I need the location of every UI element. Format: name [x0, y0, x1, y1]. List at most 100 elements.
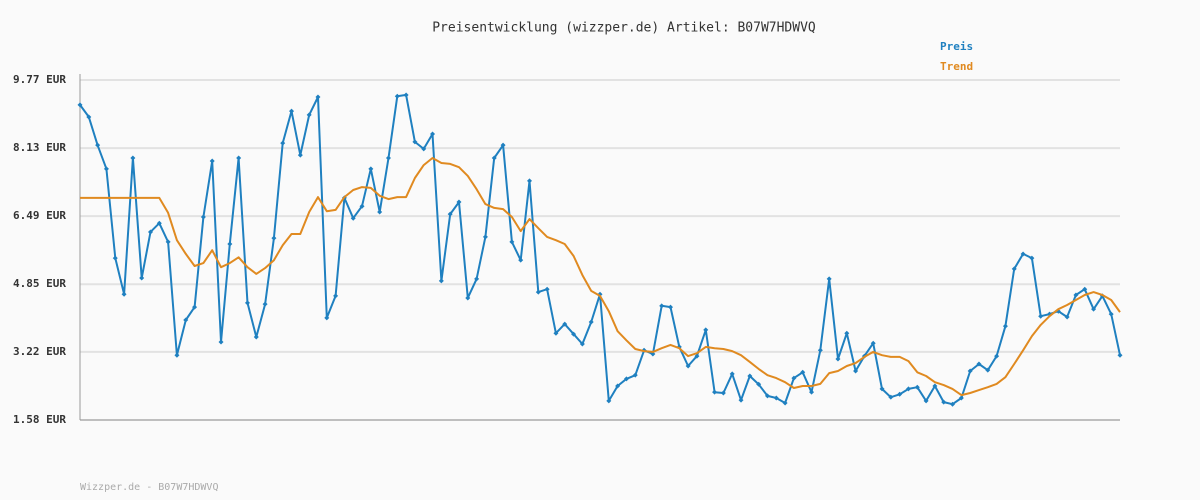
point-marker	[1020, 251, 1026, 257]
point-marker	[324, 315, 330, 321]
legend-label: Trend	[940, 60, 973, 73]
point-marker	[1011, 266, 1017, 272]
point-marker	[588, 319, 594, 325]
point-marker	[112, 255, 118, 261]
point-marker	[994, 353, 1000, 359]
point-marker	[174, 352, 180, 358]
y-tick-label: 8.13 EUR	[13, 141, 66, 154]
point-marker	[985, 367, 991, 373]
point-marker	[1108, 311, 1114, 317]
point-marker	[1038, 313, 1044, 319]
point-marker	[606, 398, 612, 404]
point-marker	[121, 291, 127, 297]
chart-title: Preisentwicklung (wizzper.de) Artikel: B…	[432, 21, 816, 36]
point-marker	[1029, 255, 1035, 261]
point-marker	[165, 239, 171, 245]
point-marker	[1002, 323, 1008, 329]
point-marker	[941, 399, 947, 405]
point-marker	[579, 341, 585, 347]
point-marker	[914, 384, 920, 390]
point-marker	[77, 102, 83, 108]
point-marker	[738, 397, 744, 403]
point-marker	[491, 155, 497, 161]
point-marker	[905, 386, 911, 392]
point-marker	[870, 340, 876, 346]
point-marker	[800, 369, 806, 375]
y-tick-label: 1.58 EUR	[13, 413, 66, 426]
point-marker	[756, 381, 762, 387]
y-tick-label: 4.85 EUR	[13, 277, 66, 290]
point-marker	[888, 394, 894, 400]
point-marker	[1082, 286, 1088, 292]
point-marker	[976, 361, 982, 367]
point-marker	[262, 301, 268, 307]
point-marker	[712, 389, 718, 395]
point-marker	[950, 401, 956, 407]
point-marker	[227, 241, 233, 247]
point-marker	[183, 317, 189, 323]
point-marker	[509, 239, 515, 245]
point-marker	[421, 146, 427, 152]
legend-label: Preis	[940, 40, 973, 53]
point-marker	[350, 215, 356, 221]
point-marker	[86, 114, 92, 120]
point-marker	[544, 286, 550, 292]
point-marker	[932, 383, 938, 389]
point-marker	[200, 214, 206, 220]
point-marker	[632, 372, 638, 378]
point-marker	[236, 155, 242, 161]
point-marker	[967, 368, 973, 374]
y-tick-label: 3.22 EUR	[13, 345, 66, 358]
point-marker	[271, 235, 277, 241]
point-marker	[148, 229, 154, 235]
point-marker	[659, 303, 665, 309]
point-marker	[1117, 352, 1123, 358]
point-marker	[359, 203, 365, 209]
point-marker	[553, 330, 559, 336]
point-marker	[729, 371, 735, 377]
point-marker	[1064, 314, 1070, 320]
point-marker	[518, 257, 524, 263]
point-marker	[474, 276, 480, 282]
point-marker	[526, 178, 532, 184]
point-marker	[333, 293, 339, 299]
point-marker	[192, 304, 198, 310]
point-marker	[297, 152, 303, 158]
point-marker	[103, 166, 109, 172]
point-marker	[809, 389, 815, 395]
point-marker	[958, 395, 964, 401]
point-marker	[465, 295, 471, 301]
point-marker	[835, 356, 841, 362]
point-marker	[315, 94, 321, 100]
point-marker	[447, 211, 453, 217]
point-marker	[694, 353, 700, 359]
point-marker	[782, 400, 788, 406]
point-marker	[289, 108, 295, 114]
point-marker	[668, 304, 674, 310]
point-marker	[623, 376, 629, 382]
point-marker	[535, 289, 541, 295]
point-marker	[826, 276, 832, 282]
point-marker	[368, 166, 374, 172]
point-marker	[156, 220, 162, 226]
point-marker	[720, 390, 726, 396]
point-marker	[747, 373, 753, 379]
point-marker	[209, 158, 215, 164]
point-marker	[482, 234, 488, 240]
point-marker	[438, 278, 444, 284]
point-marker	[703, 327, 709, 333]
point-marker	[1091, 306, 1097, 312]
point-marker	[95, 142, 101, 148]
point-marker	[791, 375, 797, 381]
point-marker	[1073, 292, 1079, 298]
point-marker	[853, 368, 859, 374]
point-marker	[130, 155, 136, 161]
point-marker	[244, 300, 250, 306]
point-marker	[430, 131, 436, 137]
point-marker	[394, 93, 400, 99]
point-marker	[817, 347, 823, 353]
point-marker	[562, 321, 568, 327]
point-marker	[306, 112, 312, 118]
